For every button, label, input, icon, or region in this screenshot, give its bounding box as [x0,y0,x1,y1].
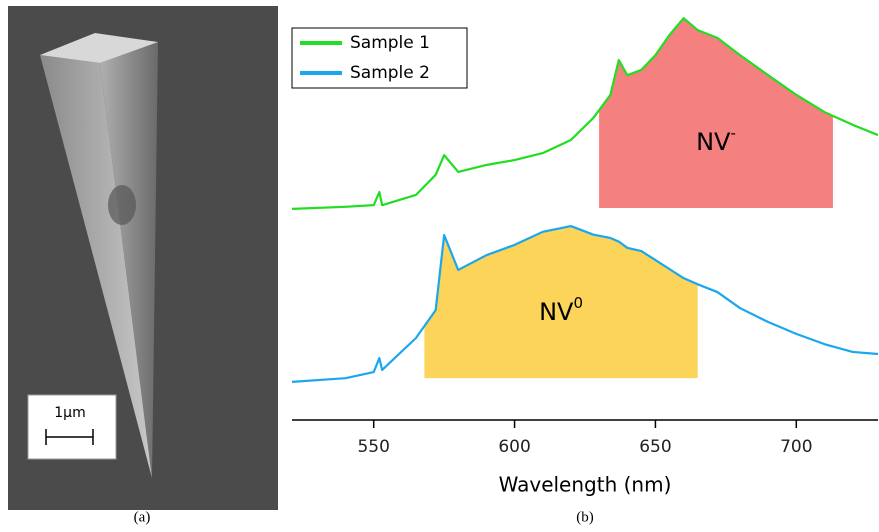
x-tick-label: 600 [498,437,530,457]
region-label-text: NV [696,128,731,156]
sem-image: 1µm [8,6,278,510]
region-label-text: NV [539,298,574,326]
x-axis-label: Wavelength (nm) [499,473,672,497]
caption: (b) [576,509,594,525]
x-tick-label: 700 [780,437,812,457]
caption: (a) [134,509,151,525]
region [599,18,833,208]
scale-bar-label: 1µm [54,405,85,421]
x-tick-label: 550 [357,437,389,457]
x-tick-label: 650 [639,437,671,457]
figure: 1µm (a) (b) Wavelength (nm) NV-NV0550600… [0,0,879,528]
legend-label: Sample 1 [350,33,430,53]
region-label: NV- [696,124,736,157]
legend-label: Sample 2 [350,63,430,83]
region-label-sup: - [730,124,735,142]
region-label-sup: 0 [573,294,583,312]
